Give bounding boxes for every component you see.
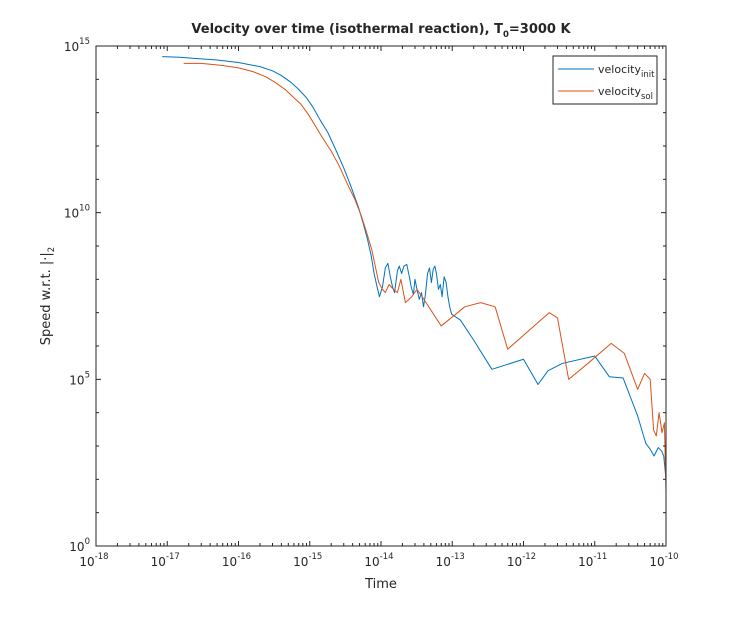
x-tick-label-exponent: -14 [380, 552, 394, 562]
y-tick-label-exponent: 5 [85, 370, 90, 380]
x-tick-label-base: 10 [79, 555, 94, 569]
legend-label-sol-main: velocity [598, 85, 641, 98]
x-axis-label: Time [364, 577, 397, 592]
x-tick-label: 10-17 [151, 552, 180, 569]
x-tick-label-base: 10 [293, 555, 308, 569]
x-tick-label-base: 10 [507, 555, 522, 569]
legend-label-init-subscript: init [641, 70, 655, 80]
legend-label-init: velocityinit [598, 63, 655, 80]
legend-label-init-main: velocity [598, 63, 641, 76]
plot-area [96, 46, 666, 546]
y-tick-label: 1010 [64, 204, 90, 221]
x-tick-label: 10-12 [507, 552, 536, 569]
x-tick-label-base: 10 [151, 555, 166, 569]
x-tick-label: 10-14 [364, 552, 393, 569]
y-tick-label-base: 10 [64, 207, 79, 221]
series-line-sol [183, 62, 667, 493]
chart-title-main: Velocity over time (isothermal reaction)… [191, 22, 503, 37]
legend-label-sol-subscript: sol [641, 92, 653, 102]
series-group [162, 56, 667, 493]
y-tick-label-base: 10 [69, 373, 84, 387]
chart-title-suffix: =3000 K [509, 22, 572, 37]
x-tick-label-exponent: -17 [166, 552, 180, 562]
x-tick-label-base: 10 [578, 555, 593, 569]
y-tick-label: 100 [69, 537, 90, 554]
y-tick-label-base: 10 [64, 40, 79, 54]
y-axis-label-main: Speed w.r.t. |·| [39, 252, 54, 345]
x-tick-label: 10-16 [222, 552, 251, 569]
x-tick-label-exponent: -15 [308, 552, 322, 562]
legend-box [552, 55, 658, 105]
chart-title-subscript: 0 [503, 30, 509, 40]
x-tick-label: 10-18 [79, 552, 108, 569]
y-tick-label-exponent: 15 [79, 37, 90, 47]
x-tick-label-exponent: -13 [451, 552, 465, 562]
legend: velocityinit velocitysol [552, 55, 658, 105]
x-tick-label-base: 10 [222, 555, 237, 569]
y-axis-label-subscript: 2 [47, 247, 57, 252]
x-tick-label: 10-13 [436, 552, 465, 569]
y-axis-label: Speed w.r.t. |·|2 [39, 247, 57, 345]
x-tick-label-exponent: -11 [593, 552, 607, 562]
ticks-group: 10-18 10-17 10-16 10-15 10-14 10-13 10-12 10-11… [64, 37, 679, 569]
x-tick-label-base: 10 [364, 555, 379, 569]
x-tick-label-exponent: -16 [237, 552, 251, 562]
x-tick-label: 10-15 [293, 552, 322, 569]
y-tick-label-exponent: 0 [85, 537, 90, 547]
series-line-init [162, 56, 667, 480]
y-tick-label-base: 10 [69, 540, 84, 554]
x-tick-label: 10-10 [649, 552, 678, 569]
legend-label-sol: velocitysol [598, 85, 653, 102]
chart-title: Velocity over time (isothermal reaction)… [191, 22, 571, 40]
y-tick-label: 105 [69, 370, 90, 387]
x-tick-label: 10-11 [578, 552, 607, 569]
x-tick-label-base: 10 [649, 555, 664, 569]
y-tick-label: 1015 [64, 37, 90, 54]
x-tick-label-exponent: -12 [522, 552, 536, 562]
x-tick-label-base: 10 [436, 555, 451, 569]
x-tick-label-exponent: -18 [95, 552, 109, 562]
y-tick-label-exponent: 10 [79, 204, 90, 214]
x-tick-label-exponent: -10 [665, 552, 679, 562]
